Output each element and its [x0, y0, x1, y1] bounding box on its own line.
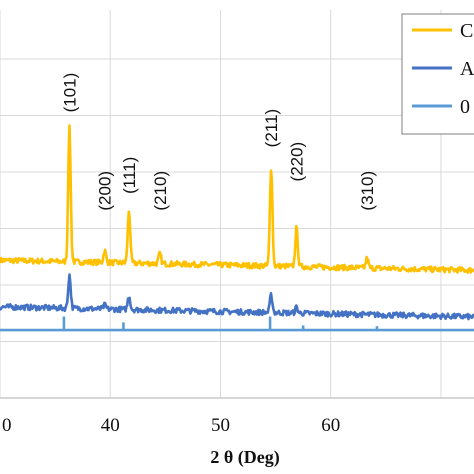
series-layer: [0, 124, 474, 332]
x-tick-label: 0: [2, 415, 12, 436]
gridlines: [0, 10, 474, 399]
peak-label: (310): [358, 171, 377, 211]
peak-labels: (101) (200) (111) (210) (211) (220) (310): [60, 73, 377, 211]
peak-label: (101): [60, 73, 79, 113]
peak-label: (111): [120, 157, 139, 194]
peak-label: (210): [151, 171, 170, 211]
legend: CA 0: [401, 13, 474, 135]
legend-box: [401, 13, 474, 135]
x-tick-labels: 0 40 50 60: [2, 415, 340, 436]
legend-label: C: [460, 20, 473, 42]
legend-label: A: [460, 58, 474, 80]
x-tick-label: 40: [101, 415, 120, 436]
series-line-a: [0, 273, 474, 321]
x-tick-label: 60: [321, 415, 340, 436]
legend-label: 0: [460, 96, 470, 118]
x-tick-label: 50: [211, 415, 230, 436]
peak-label: (211): [262, 109, 281, 147]
peak-label: (200): [96, 171, 115, 211]
x-axis-title: 2 θ (Deg): [210, 447, 279, 468]
peak-label: (220): [288, 142, 307, 182]
series-line-c: [0, 124, 474, 274]
